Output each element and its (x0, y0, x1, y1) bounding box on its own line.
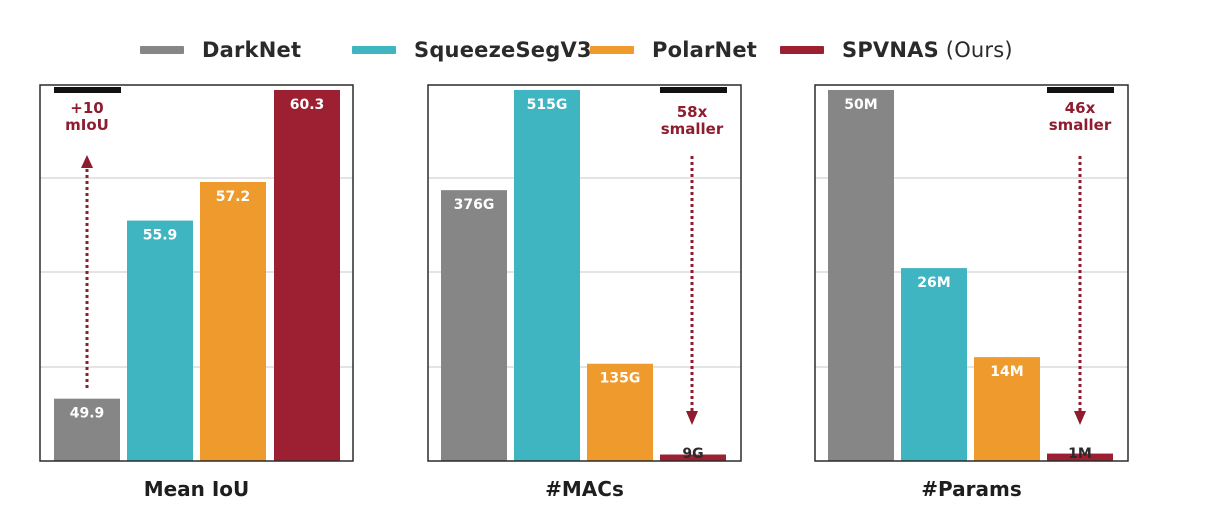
legend-item-squeezesegv3: SqueezeSegV3 (352, 30, 592, 70)
chart1-frame (39, 84, 354, 462)
chart1-bar-darknet (54, 398, 120, 461)
chart2-bar-polarnet (587, 363, 653, 461)
chart3-frame (814, 84, 1129, 462)
legend-text-darknet: DarkNet (202, 38, 302, 62)
chart2-annotation-line-1: 58x (677, 103, 708, 121)
chart3-value-label-polarnet: 14M (990, 364, 1023, 380)
legend-swatch-squeezesegv3 (352, 46, 396, 54)
chart1-value-label-spvnas: 60.3 (290, 97, 325, 113)
legend-swatch-darknet (140, 46, 184, 54)
chart2-value-label-squeezesegv3: 515G (527, 97, 568, 113)
chart2-frame (427, 84, 742, 462)
chart1-bar-polarnet (200, 182, 266, 461)
legend-swatch-polarnet (590, 46, 634, 54)
legend-item-polarnet: PolarNet (590, 30, 757, 70)
legend-label-squeezesegv3: SqueezeSegV3 (414, 38, 592, 62)
chart3-bar-squeezesegv3 (901, 268, 967, 461)
chart2-value-label-darknet: 376G (454, 197, 495, 213)
chart1-annotation-line-1: +10 (70, 99, 103, 117)
legend-label-darknet: DarkNet (202, 38, 301, 62)
chart3-value-label-spvnas: 1M (1068, 446, 1092, 462)
chart1-value-label-squeezesegv3: 55.9 (143, 228, 178, 244)
chart1-bar-spvnas (274, 90, 340, 461)
legend-item-darknet: DarkNet (140, 30, 301, 70)
chart2-marker-bar (660, 87, 727, 93)
chart3-annotation-line-1: 46x (1065, 99, 1096, 117)
legend-text-polarnet: PolarNet (652, 38, 758, 62)
chart1-value-label-darknet: 49.9 (70, 406, 105, 422)
legend-suffix-ours: (Ours) (938, 38, 1013, 62)
chart2-value-label-spvnas: 9G (682, 446, 703, 462)
chart2-arrow-head (686, 411, 698, 425)
chart3-arrow-head (1074, 411, 1086, 425)
chart3-value-label-squeezesegv3: 26M (917, 275, 950, 291)
chart2-bar-squeezesegv3 (514, 90, 580, 461)
legend-label-polarnet: PolarNet (652, 38, 757, 62)
legend-text-squeezesegv3: SqueezeSegV3 (414, 38, 592, 62)
chart3-annotation-line-2: smaller (1049, 116, 1112, 134)
chart2-value-label-polarnet: 135G (600, 371, 641, 387)
chart3-bar-darknet (828, 90, 894, 461)
chart2-title: #MACs (545, 477, 624, 501)
legend: DarkNet SqueezeSegV3 PolarNet SPVNAS (Ou… (0, 30, 1210, 70)
chart1-marker-bar (54, 87, 121, 93)
chart1-bar-squeezesegv3 (127, 220, 193, 461)
chart2-bar-darknet (441, 190, 507, 462)
legend-swatch-spvnas (780, 46, 824, 54)
chart3-title: #Params (921, 477, 1021, 501)
legend-item-spvnas: SPVNAS (Ours) (780, 30, 1013, 70)
chart2-annotation-line-2: smaller (661, 120, 724, 138)
legend-label-spvnas: SPVNAS (Ours) (842, 38, 1013, 62)
chart3-bar-polarnet (974, 357, 1040, 461)
chart1-title: Mean IoU (144, 477, 250, 501)
chart1-arrow-head (81, 155, 93, 168)
legend-text-spvnas: SPVNAS (842, 38, 939, 62)
chart1-value-label-polarnet: 57.2 (216, 189, 251, 205)
chart3-value-label-darknet: 50M (844, 97, 877, 113)
chart2-bar-spvnas (660, 454, 726, 461)
chart3-marker-bar (1047, 87, 1114, 93)
chart1-annotation-line-2: mIoU (65, 116, 109, 134)
chart3-bar-spvnas (1047, 453, 1113, 461)
